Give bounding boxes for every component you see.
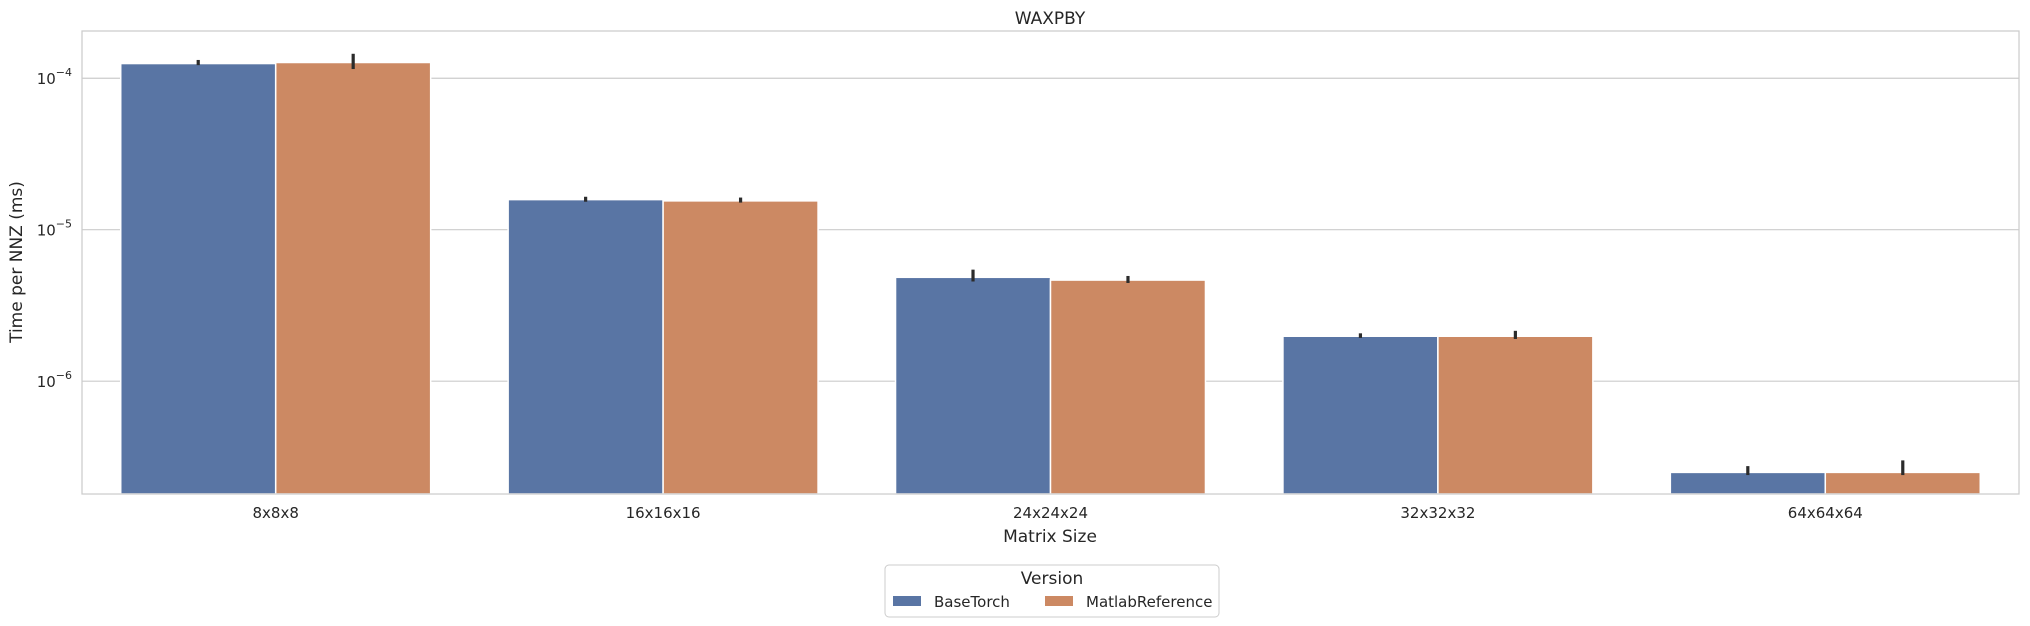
bar-BaseTorch-8x8x8 (119, 62, 277, 495)
bar-BaseTorch-24x24x24 (894, 276, 1052, 495)
bar-BaseTorch-64x64x64 (1669, 471, 1827, 495)
legend-swatch-BaseTorch (893, 596, 921, 606)
y-axis-ticks: 10−410−510−6 (37, 66, 72, 391)
y-tick-label: 10−4 (37, 66, 72, 88)
y-tick-base: 10 (37, 373, 56, 391)
x-tick-label: 64x64x64 (1788, 504, 1863, 522)
legend-frame (884, 564, 1220, 618)
y-tick-label: 10−6 (37, 369, 72, 391)
bar-MatlabReference-64x64x64 (1824, 471, 1982, 495)
x-tick-label: 8x8x8 (253, 504, 299, 522)
y-tick-base: 10 (37, 70, 56, 88)
y-axis-label: Time per NNZ (ms) (7, 181, 27, 344)
bar-MatlabReference-32x32x32 (1437, 335, 1594, 495)
legend-swatch-MatlabReference (1045, 596, 1073, 606)
bar-BaseTorch-32x32x32 (1282, 335, 1439, 495)
y-tick-exponent: −4 (56, 66, 72, 79)
x-axis-label: Matrix Size (1003, 527, 1097, 547)
plot-frame (81, 30, 2020, 495)
x-tick-label: 32x32x32 (1400, 504, 1475, 522)
x-axis-ticks: 8x8x8 16x16x16 24x24x24 32x32x32 64x64x64 (253, 504, 1863, 522)
bar-MatlabReference-16x16x16 (662, 200, 819, 495)
legend-items: BaseTorch MatlabReference (893, 593, 1212, 611)
x-tick-label: 24x24x24 (1013, 504, 1088, 522)
error-bars (196, 53, 1905, 476)
chart-title: WAXPBY (1015, 9, 1086, 29)
legend-title: Version (1021, 569, 1084, 589)
bar-BaseTorch-16x16x16 (507, 198, 664, 495)
y-tick-base: 10 (37, 222, 56, 240)
bar-MatlabReference-8x8x8 (274, 61, 432, 495)
legend-label-MatlabReference: MatlabReference (1086, 593, 1212, 611)
y-tick-exponent: −6 (56, 369, 72, 382)
bar-MatlabReference-24x24x24 (1049, 279, 1207, 495)
y-tick-label: 10−5 (37, 218, 72, 240)
legend-label-BaseTorch: BaseTorch (934, 593, 1010, 611)
legend: Version BaseTorch MatlabReference (884, 564, 1220, 618)
y-tick-exponent: −5 (56, 218, 72, 231)
x-tick-label: 16x16x16 (626, 504, 701, 522)
